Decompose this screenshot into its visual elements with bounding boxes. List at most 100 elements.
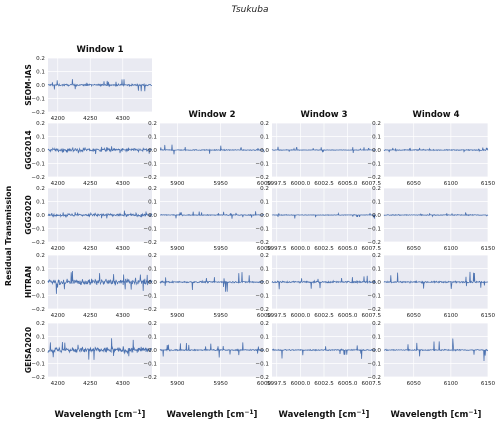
series-line-ggg2020-window-1 [47, 210, 153, 219]
y-tick-label: 0.2 [260, 186, 269, 192]
x-tick-label: 6050 [407, 381, 422, 387]
x-tick-label: 6050 [407, 246, 422, 252]
x-tick-label: 5997.5 [267, 246, 287, 252]
series-line-ggg2014-window-1 [47, 146, 153, 155]
y-tick-label: −0.1 [31, 227, 45, 233]
y-tick-label: −0.1 [367, 162, 381, 168]
panel-geisa2020-window-1: 0.2 0.1 0.0 −0.1 −0.2 4200 4250 4300 [31, 321, 153, 387]
y-tick-label: 0.2 [36, 56, 45, 62]
y-tick-label: 0.0 [148, 148, 157, 154]
y-tick-label: −0.1 [143, 162, 157, 168]
x-tick-label: 4250 [83, 246, 98, 252]
panel-ggg2014-window-1: 0.2 0.1 0.0 −0.1 −0.2 4200 4250 4300 [31, 121, 153, 187]
panel-hitran-window-2: 0.2 0.1 0.0 −0.1 −0.2 5900 5950 6000 [143, 253, 271, 319]
panel-seom-ias-window-1: 0.2 0.1 0.0 −0.1 −0.2 4200 4250 4300 [31, 56, 153, 122]
x-tick-label: 6050 [407, 313, 422, 319]
y-axis-label: Residual Transmission [4, 186, 13, 287]
y-tick-label: 0.0 [372, 280, 381, 286]
y-tick-label: −0.2 [31, 307, 45, 313]
y-tick-label: −0.1 [255, 362, 269, 368]
x-axis-label-window-1: Wavelength [cm−1] [55, 409, 146, 420]
x-tick-label: 6150 [481, 246, 496, 252]
y-tick-label: 0.0 [372, 148, 381, 154]
x-tick-label: 4250 [83, 116, 98, 122]
column-title-window-4: Window 4 [413, 110, 460, 120]
y-tick-label: −0.2 [367, 307, 381, 313]
y-tick-label: 0.2 [148, 186, 157, 192]
x-tick-label: 6002.5 [314, 313, 334, 319]
y-tick-label: 0.1 [36, 200, 45, 206]
x-tick-label: 6002.5 [314, 381, 334, 387]
x-tick-label: 5900 [170, 313, 185, 319]
y-tick-label: −0.2 [143, 375, 157, 381]
x-tick-label: 5997.5 [267, 181, 287, 187]
row-label-ggg2020: GGG2020 [24, 195, 33, 234]
chart-title: Tsukuba [232, 5, 269, 15]
y-tick-label: 0.2 [148, 321, 157, 327]
panel-geisa2020-window-4: 0.2 0.1 0.0 −0.1 −0.2 6050 6100 6150 [367, 321, 495, 387]
y-tick-label: −0.2 [31, 240, 45, 246]
x-tick-label: 6150 [481, 181, 496, 187]
x-tick-label: 5950 [214, 381, 229, 387]
x-tick-label: 6050 [407, 181, 422, 187]
x-tick-label: 4200 [51, 181, 66, 187]
y-tick-label: 0.0 [36, 213, 45, 219]
y-tick-label: −0.2 [143, 175, 157, 181]
y-tick-label: 0.1 [148, 335, 157, 341]
y-tick-label: −0.2 [367, 375, 381, 381]
x-tick-label: 4200 [51, 246, 66, 252]
x-tick-label: 6100 [444, 381, 459, 387]
x-tick-label: 6007.5 [361, 246, 381, 252]
y-tick-label: −0.1 [255, 227, 269, 233]
y-tick-label: 0.2 [372, 321, 381, 327]
y-tick-label: 0.1 [260, 200, 269, 206]
y-tick-label: 0.0 [36, 148, 45, 154]
y-tick-label: 0.2 [36, 121, 45, 127]
y-tick-label: 0.2 [36, 186, 45, 192]
y-tick-label: −0.1 [31, 362, 45, 368]
panel-hitran-window-1: 0.2 0.1 0.0 −0.1 −0.2 4200 4250 4300 [31, 253, 153, 319]
y-tick-label: −0.2 [255, 307, 269, 313]
y-tick-label: 0.0 [260, 148, 269, 154]
y-tick-label: 0.1 [260, 267, 269, 273]
series-line-seom-ias-window-1 [47, 79, 153, 92]
y-tick-label: 0.2 [36, 321, 45, 327]
y-tick-label: 0.0 [36, 348, 45, 354]
x-tick-label: 4300 [116, 181, 131, 187]
y-tick-label: 0.0 [260, 213, 269, 219]
y-tick-label: 0.1 [372, 267, 381, 273]
y-tick-label: 0.1 [372, 335, 381, 341]
y-tick-label: −0.2 [367, 175, 381, 181]
panel-hitran-window-4: 0.2 0.1 0.0 −0.1 −0.2 6050 6100 6150 [367, 253, 495, 319]
row-label-seom-ias: SEOM-IAS [24, 64, 33, 105]
y-tick-label: −0.1 [367, 227, 381, 233]
series-line-hitran-window-4 [383, 271, 489, 289]
x-tick-label: 5950 [214, 181, 229, 187]
y-tick-label: −0.1 [255, 162, 269, 168]
y-tick-label: −0.2 [143, 240, 157, 246]
row-label-geisa2020: GEISA2020 [24, 327, 33, 373]
y-tick-label: −0.1 [255, 294, 269, 300]
y-tick-label: −0.1 [143, 294, 157, 300]
x-tick-label: 5900 [170, 181, 185, 187]
series-line-hitran-window-1 [47, 271, 153, 294]
y-tick-label: 0.0 [36, 83, 45, 89]
y-tick-label: −0.2 [255, 375, 269, 381]
y-tick-label: 0.0 [260, 348, 269, 354]
x-tick-label: 6000.0 [291, 381, 311, 387]
y-tick-label: −0.1 [367, 294, 381, 300]
x-tick-label: 4300 [116, 381, 131, 387]
x-tick-label: 6100 [444, 181, 459, 187]
x-tick-label: 4300 [116, 116, 131, 122]
column-title-window-3: Window 3 [301, 110, 348, 120]
series-line-geisa2020-window-2 [159, 342, 265, 358]
y-tick-label: 0.2 [260, 253, 269, 259]
y-tick-label: −0.1 [143, 227, 157, 233]
series-line-hitran-window-3 [271, 275, 377, 290]
x-axis-label-window-2: Wavelength [cm−1] [167, 409, 258, 420]
y-tick-label: 0.1 [372, 200, 381, 206]
x-tick-label: 4300 [116, 313, 131, 319]
